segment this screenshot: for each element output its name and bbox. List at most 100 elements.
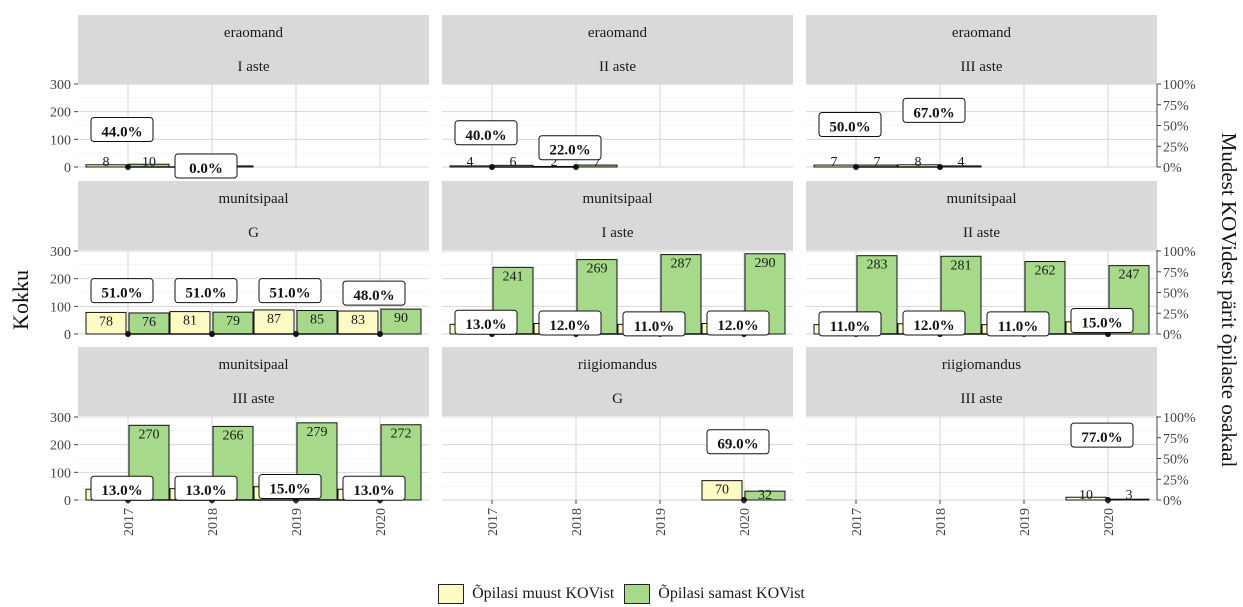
y-tick-label-left: 0 <box>64 161 71 176</box>
bar-label-muust: 8 <box>103 155 110 170</box>
panel-strip <box>442 15 793 84</box>
panel-strip-sublabel: G <box>612 391 623 407</box>
panel-strip-label: munitsipaal <box>947 191 1017 207</box>
pct-label: 51.0% <box>101 286 142 302</box>
panel-strip-label: eraomand <box>224 25 284 41</box>
pct-point <box>937 164 943 170</box>
pct-label-box <box>818 311 882 337</box>
y-tick-label-right: 75% <box>1163 266 1189 281</box>
bar-label-samast: 272 <box>391 427 412 442</box>
panel-strip-sublabel: III aste <box>232 391 274 407</box>
bar-muust <box>701 480 743 501</box>
bar-muust <box>253 309 295 335</box>
pct-label: 67.0% <box>913 105 954 121</box>
legend-item-samast: Õpilasi samast KOVist <box>624 584 805 604</box>
pct-label-box <box>986 311 1050 337</box>
pct-label: 15.0% <box>1081 316 1122 332</box>
bar-label-muust: 4 <box>467 155 474 170</box>
bar-label-samast: 287 <box>671 257 692 272</box>
legend-swatch-muust <box>438 584 465 604</box>
pct-label: 12.0% <box>549 318 590 334</box>
y-tick-label-right: 25% <box>1163 140 1189 155</box>
bar-label-samast: 269 <box>587 262 608 277</box>
pct-label-box <box>342 475 406 501</box>
pct-label-box <box>538 135 602 161</box>
bar-label-samast: 79 <box>226 314 240 329</box>
y-tick-label-right: 0% <box>1163 328 1182 343</box>
panel-strip-sublabel: G <box>248 225 259 241</box>
panel-strip-label: eraomand <box>588 25 648 41</box>
legend-swatch-samast <box>624 584 651 604</box>
bar-label-samast: 90 <box>394 311 408 326</box>
pct-label: 13.0% <box>465 317 506 333</box>
panel-strip-label: riigiomandus <box>578 357 657 373</box>
pct-label-box <box>622 311 686 337</box>
bar-label-samast: 290 <box>755 256 776 271</box>
pct-label: 40.0% <box>465 128 506 144</box>
pct-label-box <box>90 278 154 304</box>
x-tick-label: 2019 <box>1018 508 1033 536</box>
bar-label-samast: 32 <box>758 488 772 503</box>
bar-samast <box>744 490 786 501</box>
pct-label-box <box>174 278 238 304</box>
y-tick-label-right: 50% <box>1163 453 1189 468</box>
legend-label-muust: Õpilasi muust KOVist <box>472 585 615 602</box>
pct-label-box <box>90 475 154 501</box>
y-tick-label-left: 300 <box>50 411 71 426</box>
pct-label: 11.0% <box>634 319 674 335</box>
bar-label-samast: 262 <box>1035 264 1056 279</box>
x-tick-label: 2017 <box>486 508 501 536</box>
pct-label: 77.0% <box>1081 430 1122 446</box>
y-tick-label-left: 100 <box>50 466 71 481</box>
bar-label-samast: 281 <box>951 258 972 273</box>
x-tick-label: 2018 <box>570 508 585 536</box>
bar-label-samast: 279 <box>307 425 328 440</box>
panel-strip <box>442 347 793 416</box>
pct-label-box <box>1070 422 1134 448</box>
panel-strip-label: munitsipaal <box>219 357 289 373</box>
bar-label-samast: 76 <box>142 315 156 330</box>
x-tick-label: 2020 <box>738 508 753 536</box>
pct-label-box <box>258 474 322 500</box>
pct-label: 69.0% <box>717 437 758 453</box>
y-tick-label-right: 25% <box>1163 473 1189 488</box>
pct-label: 12.0% <box>717 318 758 334</box>
panel-strip-sublabel: III aste <box>960 59 1002 75</box>
pct-label: 11.0% <box>998 319 1038 335</box>
pct-label: 44.0% <box>101 124 142 140</box>
bar-label-muust: 83 <box>351 313 365 328</box>
pct-label-box <box>342 280 406 306</box>
pct-point <box>853 164 859 170</box>
bar-label-muust: 78 <box>99 314 113 329</box>
x-tick-label: 2019 <box>290 508 305 536</box>
pct-label: 48.0% <box>353 288 394 304</box>
pct-label: 13.0% <box>101 483 142 499</box>
pct-label: 15.0% <box>269 482 310 498</box>
panel-strip <box>78 347 429 416</box>
y-tick-label-left: 0 <box>64 328 71 343</box>
pct-label: 51.0% <box>269 286 310 302</box>
bar-label-samast: 270 <box>139 427 160 442</box>
y-tick-label-left: 300 <box>50 78 71 93</box>
bar-label-muust: 81 <box>183 314 197 329</box>
legend-label-samast: Õpilasi samast KOVist <box>658 585 805 602</box>
pct-label-box <box>454 120 518 146</box>
panel-strip-sublabel: I aste <box>601 225 633 241</box>
pct-label-box <box>538 310 602 336</box>
panel-strip <box>78 15 429 84</box>
y-tick-label-right: 100% <box>1163 411 1196 426</box>
pct-label: 13.0% <box>185 483 226 499</box>
panel-strip <box>806 181 1157 250</box>
bar-label-samast: 6 <box>510 155 517 170</box>
panel-strip-label: riigiomandus <box>942 357 1021 373</box>
pct-point <box>489 164 495 170</box>
bar-label-muust: 70 <box>715 483 729 498</box>
y-axis-title-right: Mudest KOVidest pärit õpilaste osakaal <box>1217 133 1241 468</box>
pct-point <box>125 331 131 337</box>
bar-label-samast: 85 <box>310 312 324 327</box>
pct-label-box <box>454 309 518 335</box>
y-tick-label-left: 100 <box>50 133 71 148</box>
panel-strip-sublabel: III aste <box>960 391 1002 407</box>
y-tick-label-left: 300 <box>50 245 71 260</box>
